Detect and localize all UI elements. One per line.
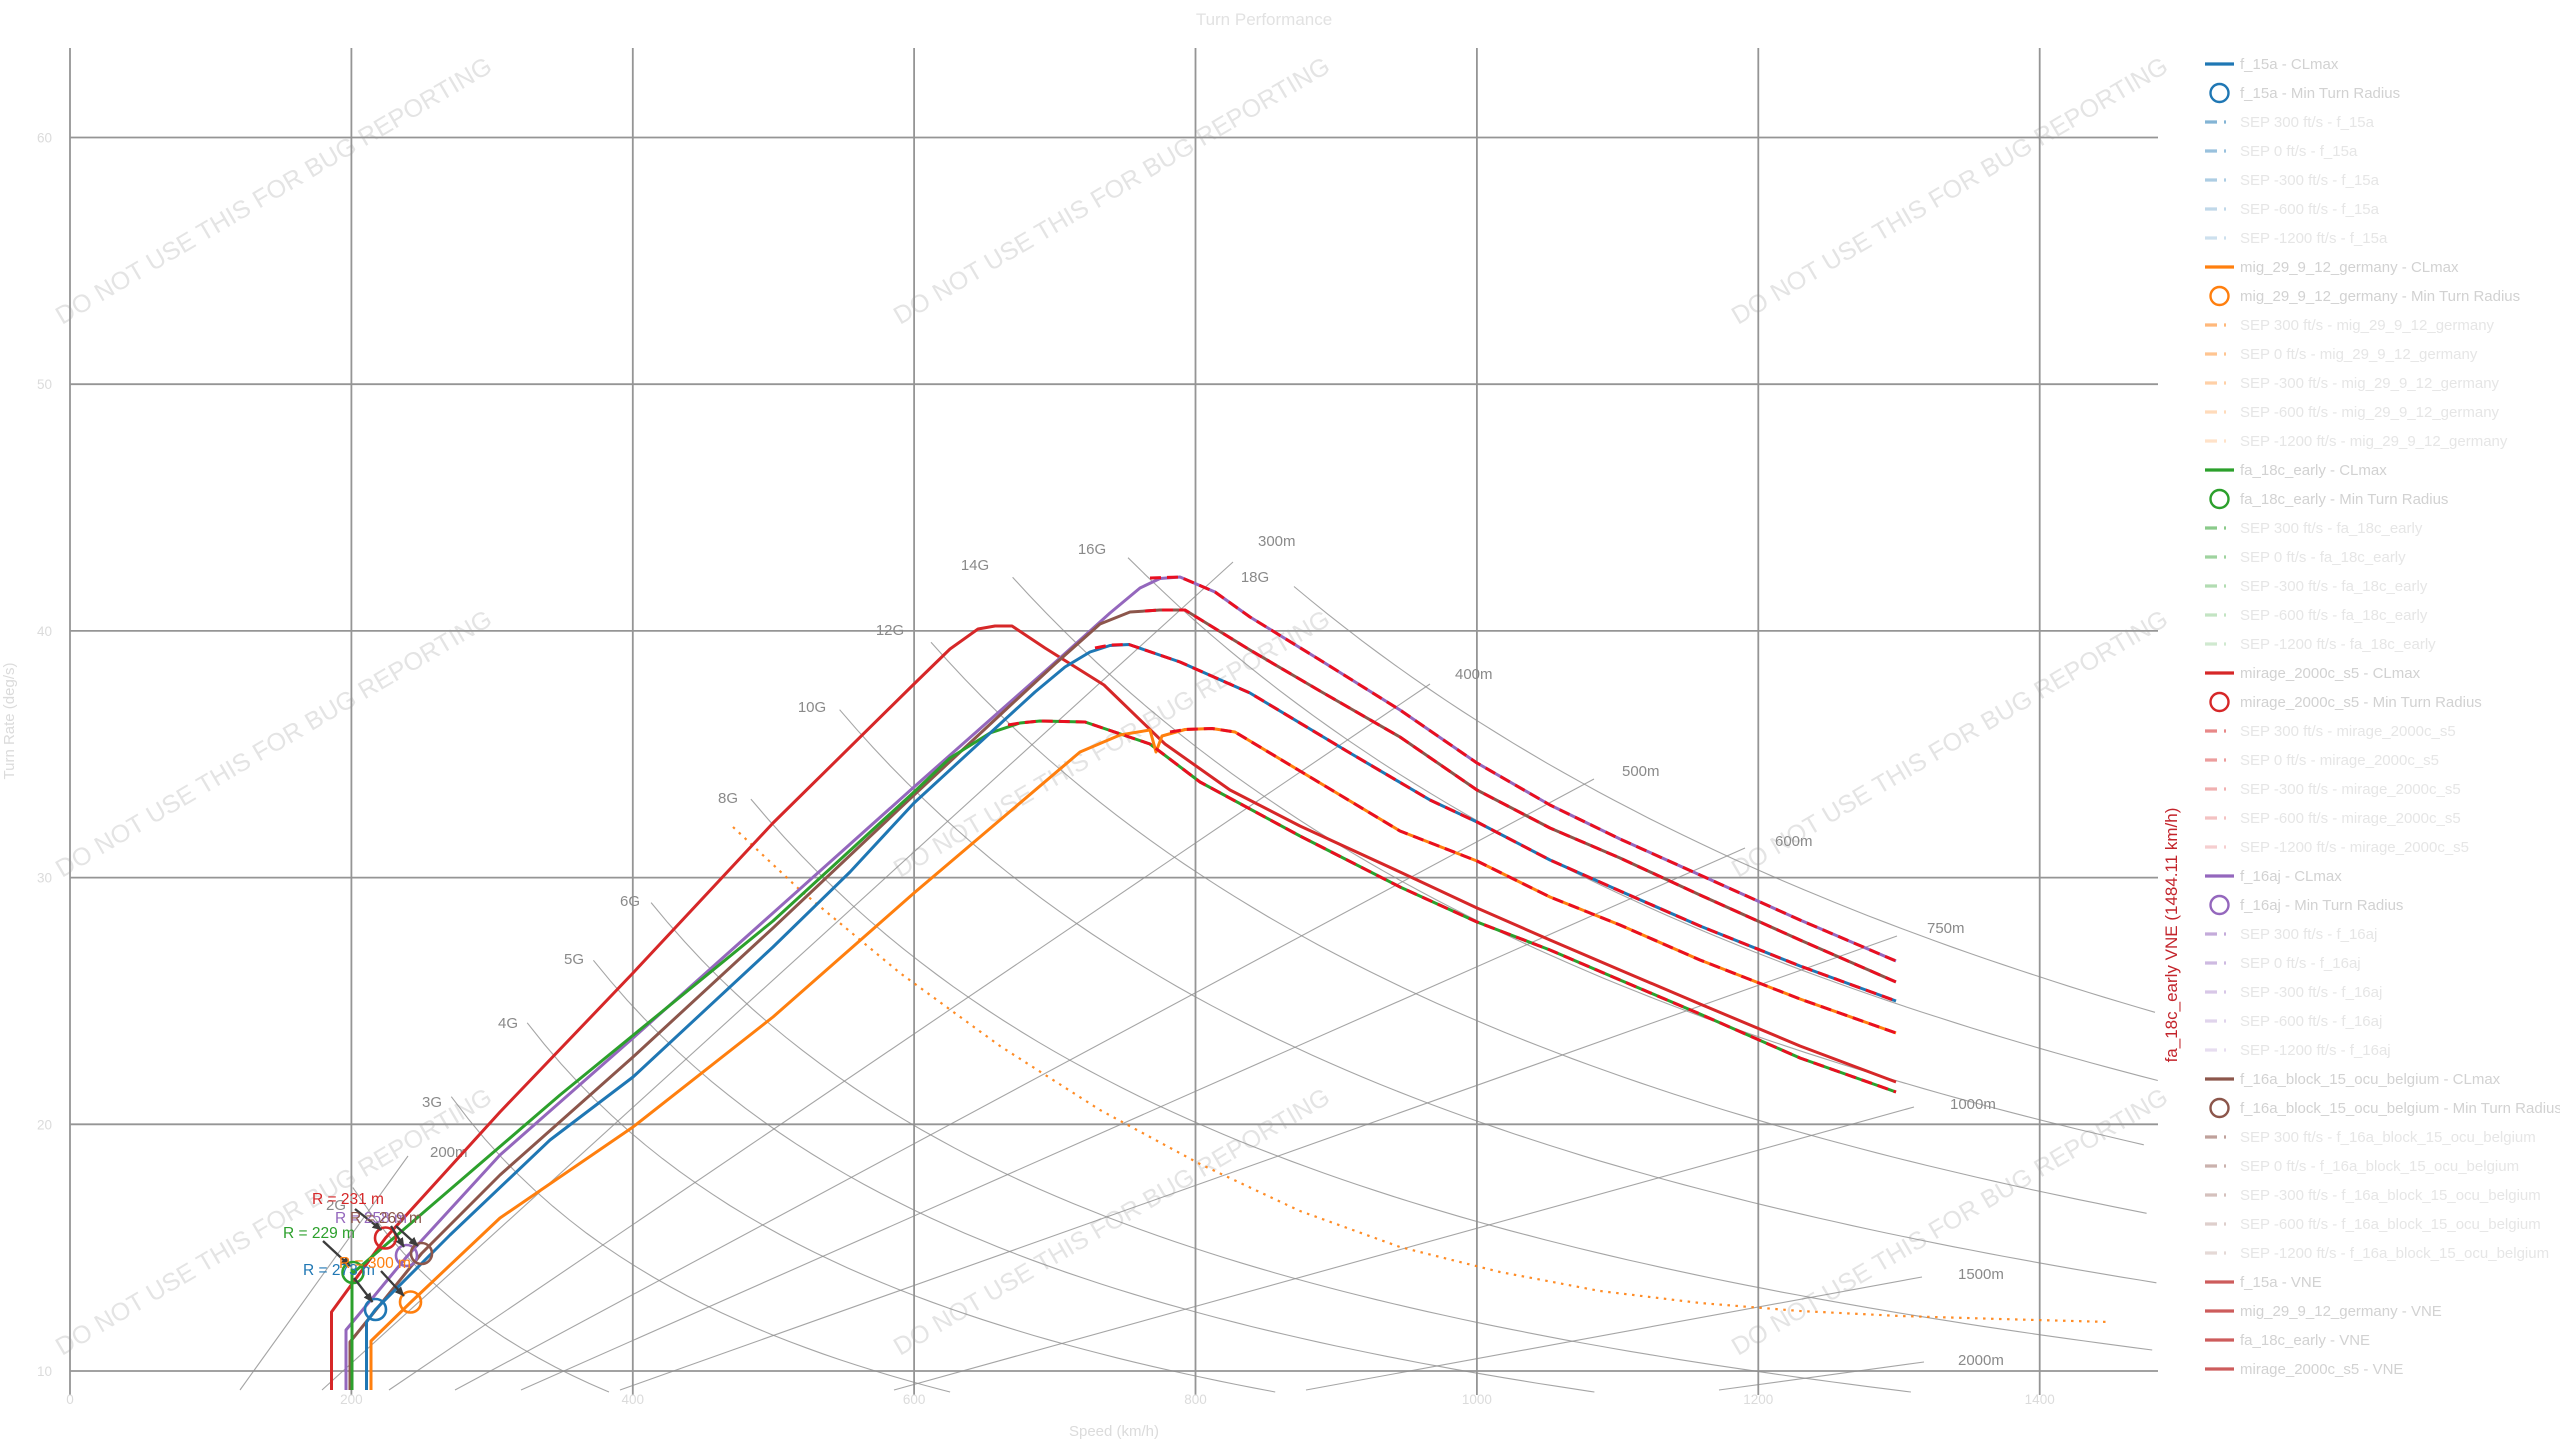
svg-text:f_16a_block_15_ocu_belgium - M: f_16a_block_15_ocu_belgium - Min Turn Ra…: [2240, 1100, 2560, 1117]
svg-text:300m: 300m: [1258, 533, 1296, 550]
svg-text:2000m: 2000m: [1958, 1352, 2004, 1369]
svg-text:1400: 1400: [2025, 1392, 2055, 1407]
svg-text:R = 269 m: R = 269 m: [350, 1210, 422, 1227]
svg-text:mirage_2000c_s5 - CLmax: mirage_2000c_s5 - CLmax: [2240, 665, 2421, 682]
svg-text:SEP -600 ft/s - f_16a_block_15: SEP -600 ft/s - f_16a_block_15_ocu_belgi…: [2240, 1216, 2541, 1233]
svg-text:SEP -600 ft/s - mig_29_9_12_ge: SEP -600 ft/s - mig_29_9_12_germany: [2240, 404, 2500, 421]
svg-text:f_16aj - CLmax: f_16aj - CLmax: [2240, 868, 2342, 885]
svg-text:SEP -600 ft/s - mirage_2000c_s: SEP -600 ft/s - mirage_2000c_s5: [2240, 810, 2461, 827]
svg-text:SEP 300 ft/s - f_15a: SEP 300 ft/s - f_15a: [2240, 114, 2375, 131]
svg-text:600m: 600m: [1775, 833, 1813, 850]
svg-text:fa_18c_early - CLmax: fa_18c_early - CLmax: [2240, 462, 2387, 479]
svg-text:fa_18c_early VNE (1484.11 km/h: fa_18c_early VNE (1484.11 km/h): [2162, 808, 2181, 1063]
svg-text:DO NOT USE THIS FOR BUG REPORT: DO NOT USE THIS FOR BUG REPORTING: [51, 605, 497, 883]
svg-text:DO NOT USE THIS FOR BUG REPORT: DO NOT USE THIS FOR BUG REPORTING: [1727, 52, 2173, 330]
svg-text:SEP -600 ft/s - fa_18c_early: SEP -600 ft/s - fa_18c_early: [2240, 607, 2428, 624]
svg-text:R = 231 m: R = 231 m: [312, 1191, 384, 1208]
svg-text:6G: 6G: [620, 893, 640, 910]
svg-text:f_15a - Min Turn Radius: f_15a - Min Turn Radius: [2240, 85, 2400, 102]
svg-text:400m: 400m: [1455, 666, 1493, 683]
svg-text:SEP -600 ft/s - f_15a: SEP -600 ft/s - f_15a: [2240, 201, 2380, 218]
svg-text:SEP 0 ft/s - f_15a: SEP 0 ft/s - f_15a: [2240, 143, 2358, 160]
svg-text:12G: 12G: [876, 622, 904, 639]
svg-text:f_16aj - Min Turn Radius: f_16aj - Min Turn Radius: [2240, 897, 2403, 914]
svg-text:750m: 750m: [1927, 920, 1965, 937]
svg-text:mirage_2000c_s5 - VNE: mirage_2000c_s5 - VNE: [2240, 1361, 2403, 1378]
svg-text:5G: 5G: [564, 951, 584, 968]
svg-text:SEP -1200 ft/s - f_16a_block_1: SEP -1200 ft/s - f_16a_block_15_ocu_belg…: [2240, 1245, 2549, 1262]
svg-text:600: 600: [903, 1392, 926, 1407]
svg-text:SEP 300 ft/s - mirage_2000c_s5: SEP 300 ft/s - mirage_2000c_s5: [2240, 723, 2456, 740]
svg-text:SEP -300 ft/s - fa_18c_early: SEP -300 ft/s - fa_18c_early: [2240, 578, 2428, 595]
svg-text:f_16a_block_15_ocu_belgium - C: f_16a_block_15_ocu_belgium - CLmax: [2240, 1071, 2501, 1088]
svg-text:SEP -600 ft/s - f_16aj: SEP -600 ft/s - f_16aj: [2240, 1013, 2382, 1030]
svg-text:fa_18c_early - Min Turn Radius: fa_18c_early - Min Turn Radius: [2240, 491, 2448, 508]
svg-text:16G: 16G: [1078, 541, 1106, 558]
svg-text:SEP -300 ft/s - f_16aj: SEP -300 ft/s - f_16aj: [2240, 984, 2382, 1001]
svg-text:SEP 0 ft/s - mig_29_9_12_germa: SEP 0 ft/s - mig_29_9_12_germany: [2240, 346, 2478, 363]
svg-text:SEP 0 ft/s - fa_18c_early: SEP 0 ft/s - fa_18c_early: [2240, 549, 2406, 566]
svg-text:Turn Rate (deg/s): Turn Rate (deg/s): [1, 663, 18, 780]
svg-text:SEP 0 ft/s - mirage_2000c_s5: SEP 0 ft/s - mirage_2000c_s5: [2240, 752, 2439, 769]
svg-text:40: 40: [37, 624, 52, 639]
svg-text:8G: 8G: [718, 790, 738, 807]
svg-text:18G: 18G: [1241, 569, 1269, 586]
svg-text:2G: 2G: [326, 1197, 346, 1214]
svg-text:400: 400: [622, 1392, 645, 1407]
svg-text:SEP -300 ft/s - mirage_2000c_s: SEP -300 ft/s - mirage_2000c_s5: [2240, 781, 2461, 798]
svg-text:SEP -1200 ft/s - f_15a: SEP -1200 ft/s - f_15a: [2240, 230, 2388, 247]
svg-text:mig_29_9_12_germany - CLmax: mig_29_9_12_germany - CLmax: [2240, 259, 2459, 276]
svg-text:800: 800: [1184, 1392, 1207, 1407]
svg-text:14G: 14G: [961, 557, 989, 574]
svg-text:SEP 300 ft/s - f_16aj: SEP 300 ft/s - f_16aj: [2240, 926, 2377, 943]
svg-text:1000: 1000: [1462, 1392, 1492, 1407]
svg-text:SEP -1200 ft/s - f_16aj: SEP -1200 ft/s - f_16aj: [2240, 1042, 2391, 1059]
svg-text:60: 60: [37, 131, 52, 146]
svg-text:SEP -1200 ft/s - mig_29_9_12_g: SEP -1200 ft/s - mig_29_9_12_germany: [2240, 433, 2508, 450]
svg-text:10G: 10G: [798, 699, 826, 716]
svg-text:Turn Performance: Turn Performance: [1196, 10, 1332, 29]
svg-text:Speed (km/h): Speed (km/h): [1069, 1423, 1159, 1440]
svg-text:0: 0: [66, 1392, 74, 1407]
svg-text:30: 30: [37, 871, 52, 886]
svg-text:R = 258 m: R = 258 m: [335, 1210, 407, 1227]
svg-text:SEP 0 ft/s - f_16a_block_15_oc: SEP 0 ft/s - f_16a_block_15_ocu_belgium: [2240, 1158, 2519, 1175]
svg-text:SEP -1200 ft/s - fa_18c_early: SEP -1200 ft/s - fa_18c_early: [2240, 636, 2436, 653]
svg-text:mig_29_9_12_germany - Min Turn: mig_29_9_12_germany - Min Turn Radius: [2240, 288, 2520, 305]
svg-text:1500m: 1500m: [1958, 1266, 2004, 1283]
svg-text:R = 229 m: R = 229 m: [283, 1225, 355, 1242]
svg-text:R = 300 m: R = 300 m: [339, 1255, 411, 1272]
svg-text:DO NOT USE THIS FOR BUG REPORT: DO NOT USE THIS FOR BUG REPORTING: [51, 52, 497, 330]
svg-text:mirage_2000c_s5 - Min Turn Rad: mirage_2000c_s5 - Min Turn Radius: [2240, 694, 2482, 711]
svg-text:mig_29_9_12_germany - VNE: mig_29_9_12_germany - VNE: [2240, 1303, 2442, 1320]
svg-text:SEP 0 ft/s - f_16aj: SEP 0 ft/s - f_16aj: [2240, 955, 2361, 972]
svg-text:SEP -300 ft/s - f_16a_block_15: SEP -300 ft/s - f_16a_block_15_ocu_belgi…: [2240, 1187, 2541, 1204]
svg-text:f_15a - CLmax: f_15a - CLmax: [2240, 56, 2339, 73]
svg-text:fa_18c_early - VNE: fa_18c_early - VNE: [2240, 1332, 2370, 1349]
svg-text:SEP -1200 ft/s - mirage_2000c_: SEP -1200 ft/s - mirage_2000c_s5: [2240, 839, 2469, 856]
svg-text:200: 200: [340, 1392, 363, 1407]
svg-text:DO NOT USE THIS FOR BUG REPORT: DO NOT USE THIS FOR BUG REPORTING: [889, 52, 1335, 330]
svg-text:4G: 4G: [498, 1015, 518, 1032]
svg-text:SEP 300 ft/s - f_16a_block_15_: SEP 300 ft/s - f_16a_block_15_ocu_belgiu…: [2240, 1129, 2536, 1146]
svg-text:SEP -300 ft/s - mig_29_9_12_ge: SEP -300 ft/s - mig_29_9_12_germany: [2240, 375, 2500, 392]
svg-text:1000m: 1000m: [1950, 1096, 1996, 1113]
svg-text:10: 10: [37, 1364, 52, 1379]
svg-text:50: 50: [37, 377, 52, 392]
svg-text:R = 273 m: R = 273 m: [303, 1262, 375, 1279]
svg-text:SEP 300 ft/s - mig_29_9_12_ger: SEP 300 ft/s - mig_29_9_12_germany: [2240, 317, 2495, 334]
svg-text:f_15a - VNE: f_15a - VNE: [2240, 1274, 2322, 1291]
svg-text:20: 20: [37, 1117, 52, 1132]
svg-text:1200: 1200: [1743, 1392, 1773, 1407]
svg-text:SEP 300 ft/s - fa_18c_early: SEP 300 ft/s - fa_18c_early: [2240, 520, 2423, 537]
svg-text:SEP -300 ft/s - f_15a: SEP -300 ft/s - f_15a: [2240, 172, 2380, 189]
svg-text:500m: 500m: [1622, 763, 1660, 780]
svg-text:3G: 3G: [422, 1094, 442, 1111]
